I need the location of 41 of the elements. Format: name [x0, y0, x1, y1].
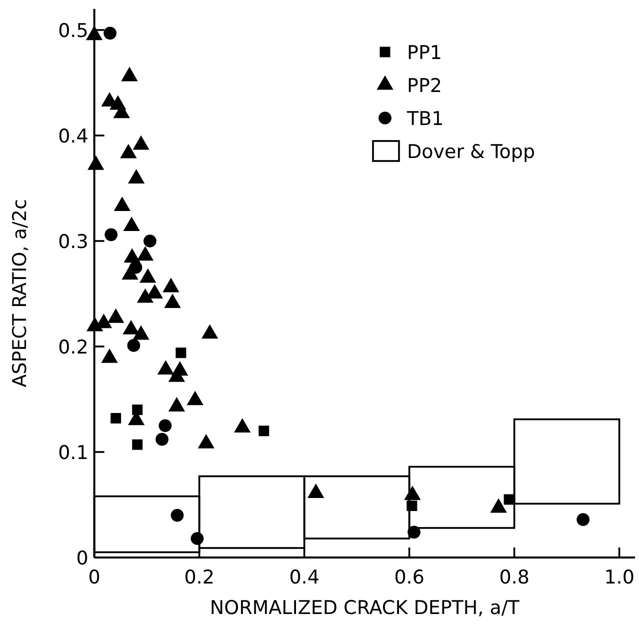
point: [132, 135, 150, 150]
point: [136, 288, 154, 303]
x-tick-label: 1.0: [604, 566, 634, 588]
x-tick-label: 0.8: [499, 566, 530, 588]
point: [128, 169, 145, 184]
y-tick-label: 0.3: [58, 231, 88, 253]
point: [157, 360, 174, 375]
point: [136, 246, 154, 261]
y-tick-label: 0.4: [58, 126, 88, 148]
point: [404, 486, 421, 500]
y-tick-label: 0.1: [58, 442, 88, 464]
y-tick-label: 0.2: [58, 336, 88, 358]
y-axis-title: ASPECT RATIO, a/2c: [9, 199, 31, 388]
x-tick-label: 0.6: [394, 566, 424, 588]
point: [490, 498, 507, 513]
point: [186, 390, 204, 406]
point: [108, 308, 124, 323]
x-tick-label: 0.2: [184, 566, 214, 588]
point: [101, 348, 118, 363]
point: [123, 216, 140, 232]
y-tick-label: 0: [76, 548, 88, 570]
point: [122, 320, 140, 334]
x-tick-label: 0.4: [289, 566, 320, 588]
point: [162, 278, 180, 292]
legend-label: Dover & Topp: [407, 141, 536, 163]
point: [121, 66, 138, 82]
y-tick-label: 0.5: [58, 20, 88, 42]
point: [114, 196, 130, 211]
point: [164, 294, 181, 308]
legend-label: PP2: [407, 75, 442, 97]
point: [234, 418, 251, 433]
legend-label: PP1: [407, 42, 442, 64]
point: [140, 268, 156, 283]
legend-label: TB1: [406, 108, 444, 130]
point: [120, 144, 137, 158]
point: [168, 397, 186, 412]
point: [198, 434, 214, 448]
x-axis-title: NORMALIZED CRACK DEPTH, a/T: [210, 597, 520, 619]
point: [132, 325, 150, 340]
point: [308, 484, 324, 498]
point: [201, 324, 218, 339]
